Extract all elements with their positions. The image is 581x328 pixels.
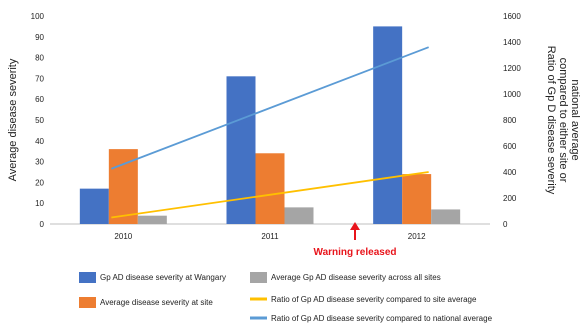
bar-series-3-2012 — [431, 209, 461, 224]
y-tick-label-6: 60 — [35, 95, 44, 104]
bar-series-1-2010 — [79, 188, 109, 224]
y2-axis-title-line-3: national average — [569, 79, 581, 160]
legend-label-series-3: Average Gp AD disease severity across al… — [271, 273, 441, 282]
bar-series-2-2011 — [255, 153, 285, 224]
line-series-4 — [111, 171, 429, 219]
y-tick-label-1: 10 — [35, 199, 44, 208]
warning-arrow-head — [350, 222, 360, 230]
legend-swatch-series-2 — [79, 297, 96, 308]
bar-series-3-2010 — [137, 215, 167, 224]
y2-axis-title-line-1: Ratio of Gp D disease severity — [545, 46, 557, 195]
y2-tick-label-3: 600 — [503, 142, 517, 151]
line-series-5 — [111, 46, 429, 170]
bar-series-2-2010 — [108, 149, 138, 224]
y-tick-label-10: 100 — [31, 12, 45, 21]
y-tick-label-7: 70 — [35, 74, 44, 83]
warning-annotation: Warning released — [314, 222, 397, 258]
bar-series-2-2012 — [402, 174, 432, 224]
x-tick-label-0: 2010 — [114, 232, 132, 241]
legend-label-series-2: Average disease severity at site — [100, 298, 213, 307]
y-tick-label-3: 30 — [35, 158, 44, 167]
bar-series-1-2012 — [373, 26, 403, 225]
bar-series-1-2011 — [226, 76, 256, 224]
y-tick-label-8: 80 — [35, 54, 44, 63]
legend-label-series-4: Ratio of Gp AD disease severity compared… — [271, 295, 477, 304]
warning-label: Warning released — [314, 247, 397, 258]
y2-tick-label-7: 1400 — [503, 38, 521, 47]
y2-ticks: 0 200 400 600 800 1000 1200 1400 1600 — [503, 12, 521, 229]
y2-tick-label-5: 1000 — [503, 90, 521, 99]
y2-tick-label-2: 400 — [503, 168, 517, 177]
y-tick-label-0: 0 — [40, 220, 45, 229]
y2-axis-title-line-2: compared to either site or — [557, 58, 569, 183]
y2-axis-title: Ratio of Gp D disease severity compared … — [545, 46, 581, 195]
y-tick-label-4: 40 — [35, 137, 44, 146]
x-tick-label-1: 2011 — [261, 232, 279, 241]
y2-tick-label-1: 200 — [503, 194, 517, 203]
y2-tick-label-8: 1600 — [503, 12, 521, 21]
y2-tick-label-0: 0 — [503, 220, 508, 229]
lines — [111, 46, 429, 219]
legend-swatch-series-1 — [79, 272, 96, 283]
y2-tick-label-6: 1200 — [503, 64, 521, 73]
y-ticks: 0 10 20 30 40 50 60 70 80 90 100 — [31, 12, 45, 229]
legend-label-series-5: Ratio of Gp AD disease severity compared… — [271, 314, 493, 323]
bar-series-3-2011 — [284, 207, 314, 224]
bars — [79, 26, 461, 225]
legend-label-series-1: Gp AD disease severity at Wangary — [100, 273, 226, 282]
legend-swatch-series-3 — [250, 272, 267, 283]
x-ticks: 2010 2011 2012 — [114, 232, 426, 241]
x-tick-label-2: 2012 — [408, 232, 426, 241]
y-tick-label-2: 20 — [35, 178, 44, 187]
y-axis-title: Average disease severity — [7, 58, 19, 181]
y-tick-label-5: 50 — [35, 116, 44, 125]
legend: Gp AD disease severity at Wangary Averag… — [79, 272, 493, 323]
y2-tick-label-4: 800 — [503, 116, 517, 125]
y-tick-label-9: 90 — [35, 33, 44, 42]
